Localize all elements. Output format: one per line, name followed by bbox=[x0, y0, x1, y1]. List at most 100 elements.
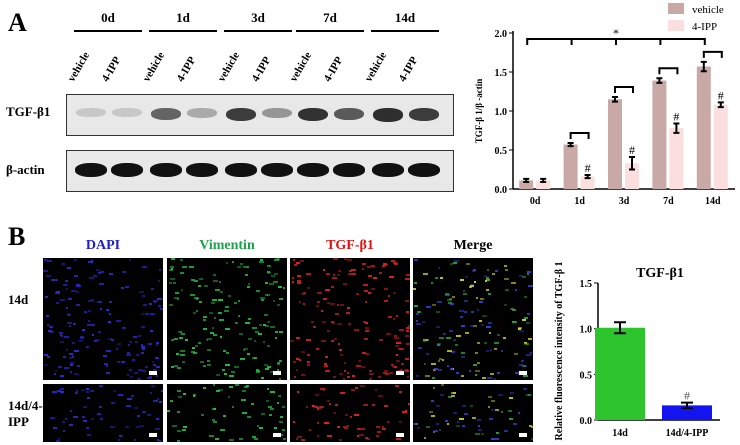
actin-band bbox=[225, 163, 257, 177]
x-tick-label: 14d bbox=[705, 196, 721, 207]
y-tick-label: 1.0 bbox=[495, 107, 508, 118]
bar-14d/4-IPP bbox=[662, 405, 712, 420]
tgf-band bbox=[226, 108, 256, 122]
legend-swatch bbox=[668, 20, 684, 31]
bar-vehicle bbox=[696, 66, 711, 189]
micrograph bbox=[43, 384, 163, 442]
actin-band bbox=[75, 163, 107, 177]
bar-4-IPP bbox=[536, 180, 551, 189]
timepoint-divider bbox=[224, 30, 292, 32]
bar-4-IPP bbox=[669, 128, 684, 189]
actin-band bbox=[333, 163, 365, 177]
error-bar bbox=[567, 141, 574, 148]
timepoint-divider bbox=[74, 30, 142, 32]
scale-bar bbox=[273, 371, 281, 375]
bar-4-IPP bbox=[625, 163, 639, 189]
micrograph bbox=[167, 384, 287, 442]
actin-band bbox=[408, 163, 440, 177]
chart-b: 0.0 0.5 1.0 1.5 TGF-β1 Relative fluorescence … bbox=[554, 261, 720, 441]
timepoint-label: 0d bbox=[101, 10, 115, 25]
lane-label-vehicle: vehicle bbox=[287, 49, 315, 84]
bar-vehicle bbox=[563, 144, 578, 189]
x-tick-label: 1d bbox=[574, 196, 585, 207]
micrograph bbox=[290, 384, 410, 442]
lane-label-4ipp: 4-IPP bbox=[174, 54, 199, 84]
error-bar bbox=[614, 321, 626, 335]
error-bar bbox=[584, 173, 591, 180]
x-tick-label: 14d bbox=[612, 428, 628, 439]
tgf-band bbox=[112, 108, 142, 117]
hash-annotation: # bbox=[585, 161, 591, 175]
y-axis-label: Relative fluorescence intensity of TGF-β… bbox=[554, 261, 565, 440]
blot-label-tgf: TGF-β1 bbox=[6, 104, 51, 119]
bar-4-IPP bbox=[580, 176, 595, 189]
error-bar bbox=[523, 177, 530, 183]
y-tick-label: 0.0 bbox=[580, 416, 593, 427]
lane-label-vehicle: vehicle bbox=[362, 49, 390, 84]
legend-swatch bbox=[668, 3, 684, 14]
actin-band bbox=[150, 163, 182, 177]
tgf-blot bbox=[66, 94, 454, 136]
scale-bar bbox=[519, 371, 527, 375]
actin-band bbox=[111, 163, 143, 177]
legend-label: 4-IPP bbox=[692, 21, 717, 33]
scale-bar bbox=[396, 371, 404, 375]
error-bar bbox=[700, 60, 707, 73]
lane-label-vehicle: vehicle bbox=[140, 49, 168, 84]
row-label-14d-4ipp: 14d/4-IPP bbox=[8, 398, 43, 429]
blot-label-actin: β-actin bbox=[6, 162, 45, 177]
timepoint-label: 1d bbox=[176, 10, 190, 25]
hash-annotation: # bbox=[684, 389, 690, 403]
tgf-band bbox=[334, 108, 364, 121]
chart-a: 0.0 0.5 1.0 1.5 2.0 TGF-β 1/β -actin 0d 1d #3d #7… bbox=[474, 3, 735, 207]
bar-vehicle bbox=[608, 99, 622, 189]
bar-4-IPP bbox=[713, 104, 728, 189]
actin-band bbox=[186, 163, 218, 177]
y-tick-label: 0.5 bbox=[580, 370, 593, 381]
panel-a-letter: A bbox=[8, 8, 27, 37]
error-bar bbox=[673, 122, 680, 134]
x-tick-label: 0d bbox=[530, 196, 541, 207]
hash-annotation: # bbox=[718, 88, 724, 102]
lane-label-4ipp: 4-IPP bbox=[99, 54, 124, 84]
significance-bracket bbox=[569, 131, 590, 139]
significance-bracket-all bbox=[526, 38, 706, 45]
micrograph bbox=[167, 258, 287, 380]
scale-bar bbox=[519, 433, 527, 437]
hash-annotation: # bbox=[673, 109, 679, 123]
x-tick-label: 7d bbox=[663, 196, 674, 207]
error-bar bbox=[681, 401, 693, 410]
tgf-band bbox=[373, 108, 403, 122]
bar-vehicle bbox=[519, 180, 534, 189]
x-tick-label: 3d bbox=[619, 196, 630, 207]
actin-band bbox=[372, 163, 404, 177]
error-bar bbox=[656, 77, 663, 84]
lane-label-vehicle: vehicle bbox=[65, 49, 93, 84]
lane-label-4ipp: 4-IPP bbox=[396, 54, 421, 84]
y-tick-label: 2.0 bbox=[495, 29, 508, 40]
timepoint-divider bbox=[149, 30, 217, 32]
column-label: TGF-β1 bbox=[326, 238, 374, 253]
error-bar bbox=[612, 95, 618, 103]
scale-bar bbox=[149, 371, 157, 375]
y-tick-label: 0.0 bbox=[495, 185, 508, 196]
column-label: DAPI bbox=[85, 238, 121, 253]
star-annotation: * bbox=[613, 26, 619, 40]
tgf-band bbox=[409, 108, 439, 122]
timepoint-divider bbox=[296, 30, 364, 32]
tgf-band bbox=[187, 108, 217, 118]
micrograph bbox=[413, 258, 533, 380]
y-tick-label: 1.5 bbox=[495, 68, 508, 79]
timepoint-divider bbox=[371, 30, 439, 32]
significance-bracket bbox=[658, 67, 679, 75]
y-tick-label: 1.0 bbox=[580, 325, 593, 336]
scale-bar bbox=[396, 433, 404, 437]
significance-bracket bbox=[614, 85, 634, 93]
tgf-band bbox=[76, 108, 106, 117]
micrograph bbox=[413, 384, 533, 442]
panel-b-letter: B bbox=[8, 222, 26, 251]
actin-blot bbox=[66, 150, 454, 192]
column-label: Vimentin bbox=[199, 238, 255, 253]
actin-band bbox=[261, 163, 293, 177]
timepoint-label: 7d bbox=[323, 10, 337, 25]
